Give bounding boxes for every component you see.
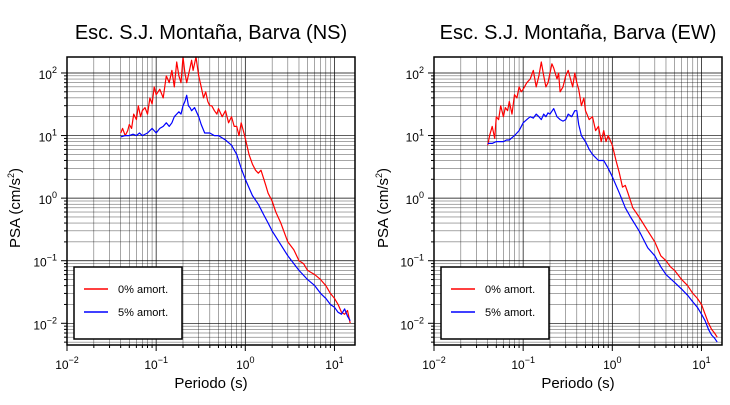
x-tick-label: 10−1 bbox=[511, 355, 535, 372]
y-tick-label: 100 bbox=[406, 190, 424, 207]
series-line-0pct bbox=[120, 56, 351, 324]
y-tick-label: 10−1 bbox=[33, 253, 57, 270]
x-tick-label: 10−1 bbox=[144, 355, 168, 372]
chart-ew: Esc. S.J. Montaña, Barva (EW) 10−2 10−1 10… bbox=[374, 22, 723, 392]
legend-ns: 0% amort. 5% amort. bbox=[73, 266, 183, 340]
series-line-5pct bbox=[120, 94, 351, 322]
chart-title-ns: Esc. S.J. Montaña, Barva (NS) bbox=[75, 22, 347, 44]
legend-label-0: 0% amort. bbox=[485, 284, 535, 296]
x-tick-label: 10−2 bbox=[55, 355, 79, 372]
y-tick-label: 101 bbox=[406, 128, 424, 145]
x-axis-label-ns: Periodo (s) bbox=[174, 375, 247, 392]
chart-title-ew: Esc. S.J. Montaña, Barva (EW) bbox=[440, 22, 717, 44]
legend-label-1: 5% amort. bbox=[118, 307, 168, 319]
y-tick-label: 10−2 bbox=[33, 315, 57, 332]
series-line-0pct bbox=[487, 61, 718, 338]
y-tick-label: 10−1 bbox=[400, 253, 424, 270]
chart-ns: Esc. S.J. Montaña, Barva (NS) 10−2 10−1 10… bbox=[6, 22, 356, 392]
y-tick-label: 102 bbox=[39, 65, 57, 82]
series-line-5pct bbox=[487, 107, 718, 343]
y-tick-label: 100 bbox=[39, 190, 57, 207]
y-axis-label-ns: PSA (cm/s2) bbox=[6, 168, 24, 248]
legend-label-1: 5% amort. bbox=[485, 307, 535, 319]
x-tick-label: 101 bbox=[325, 355, 343, 372]
y-tick-label: 101 bbox=[39, 128, 57, 145]
y-tick-label: 10−2 bbox=[400, 315, 424, 332]
x-tick-label: 100 bbox=[603, 355, 621, 372]
x-axis-label-ew: Periodo (s) bbox=[541, 375, 614, 392]
legend-label-0: 0% amort. bbox=[118, 284, 168, 296]
x-tick-label: 101 bbox=[692, 355, 710, 372]
x-tick-label: 100 bbox=[236, 355, 254, 372]
x-tick-label: 10−2 bbox=[422, 355, 446, 372]
legend-box bbox=[73, 266, 183, 340]
legend-ew: 0% amort. 5% amort. bbox=[440, 266, 550, 340]
y-tick-label: 102 bbox=[406, 65, 424, 82]
legend-box bbox=[440, 266, 550, 340]
y-axis-label-ew: PSA (cm/s2) bbox=[374, 168, 392, 248]
